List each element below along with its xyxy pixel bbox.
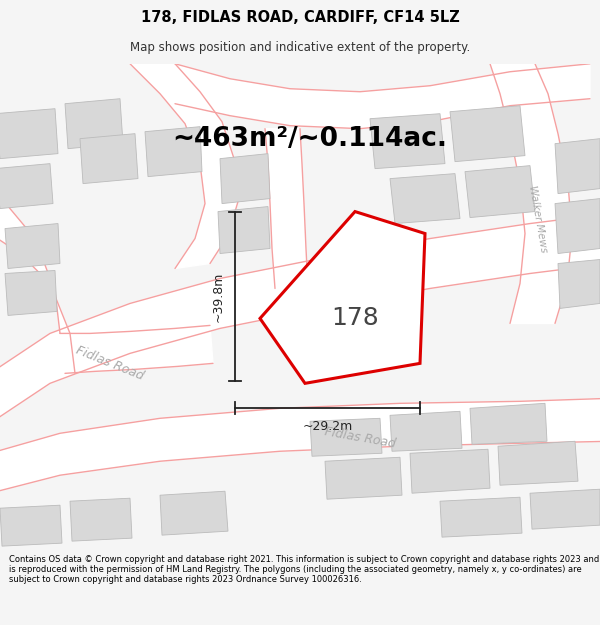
Polygon shape xyxy=(160,491,228,535)
Polygon shape xyxy=(390,174,460,224)
Polygon shape xyxy=(555,199,600,254)
Polygon shape xyxy=(80,134,138,184)
Text: Fidlas Road: Fidlas Road xyxy=(74,344,146,383)
Polygon shape xyxy=(440,498,522,537)
Polygon shape xyxy=(498,441,578,485)
Text: Contains OS data © Crown copyright and database right 2021. This information is : Contains OS data © Crown copyright and d… xyxy=(9,554,599,584)
Polygon shape xyxy=(220,154,270,204)
Text: Fidlas Road: Fidlas Road xyxy=(323,426,397,451)
Polygon shape xyxy=(490,64,572,323)
Polygon shape xyxy=(145,127,202,177)
Polygon shape xyxy=(390,411,462,451)
Polygon shape xyxy=(175,64,590,129)
Polygon shape xyxy=(265,129,308,289)
Polygon shape xyxy=(465,166,535,217)
Text: 178: 178 xyxy=(331,306,379,331)
Polygon shape xyxy=(310,418,382,456)
Polygon shape xyxy=(325,458,402,499)
Text: 178, FIDLAS ROAD, CARDIFF, CF14 5LZ: 178, FIDLAS ROAD, CARDIFF, CF14 5LZ xyxy=(140,11,460,26)
Polygon shape xyxy=(0,398,600,493)
Text: ~39.8m: ~39.8m xyxy=(212,271,225,322)
Polygon shape xyxy=(555,139,600,194)
Text: Walker Mews: Walker Mews xyxy=(527,184,549,253)
Polygon shape xyxy=(70,498,132,541)
Polygon shape xyxy=(0,505,62,546)
Polygon shape xyxy=(470,403,547,444)
Polygon shape xyxy=(60,326,213,373)
Polygon shape xyxy=(410,449,490,493)
Polygon shape xyxy=(0,184,75,373)
Polygon shape xyxy=(0,109,58,159)
Polygon shape xyxy=(450,106,525,162)
Polygon shape xyxy=(65,99,123,149)
Polygon shape xyxy=(0,214,600,423)
Text: Map shows position and indicative extent of the property.: Map shows position and indicative extent… xyxy=(130,41,470,54)
Polygon shape xyxy=(218,207,270,254)
Polygon shape xyxy=(260,211,425,383)
Text: ~463m²/~0.114ac.: ~463m²/~0.114ac. xyxy=(173,126,448,152)
Polygon shape xyxy=(558,259,600,308)
Polygon shape xyxy=(5,224,60,269)
Polygon shape xyxy=(0,164,53,209)
Polygon shape xyxy=(130,64,238,269)
Polygon shape xyxy=(530,489,600,529)
Polygon shape xyxy=(370,114,445,169)
Polygon shape xyxy=(5,271,57,316)
Text: ~29.2m: ~29.2m xyxy=(302,420,353,433)
